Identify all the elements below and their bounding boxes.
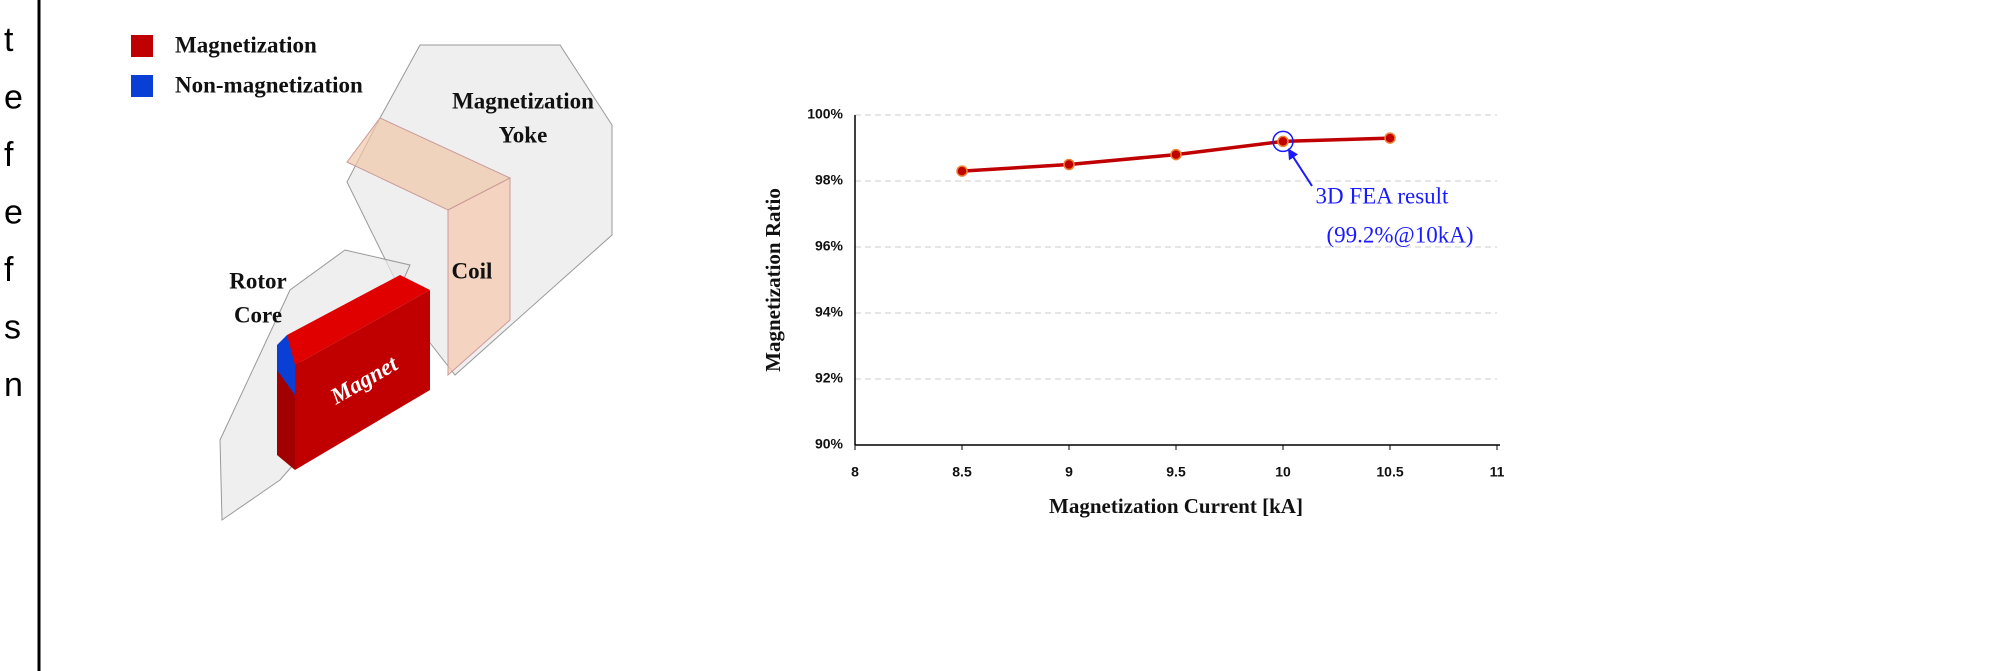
y-tick-label: 98% xyxy=(815,172,844,188)
x-tick-label: 8.5 xyxy=(952,464,972,480)
x-tick-label: 10 xyxy=(1275,464,1291,480)
yoke-label: Yoke xyxy=(499,122,548,147)
side-text: t xyxy=(4,21,14,59)
rotor-label: Core xyxy=(234,302,282,327)
data-point xyxy=(1385,133,1395,143)
x-tick-label: 10.5 xyxy=(1376,464,1403,480)
y-tick-label: 94% xyxy=(815,304,844,320)
y-tick-label: 92% xyxy=(815,370,844,386)
data-point xyxy=(1278,136,1288,146)
x-axis-label: Magnetization Current [kA] xyxy=(1049,494,1303,518)
side-text: f xyxy=(4,136,14,174)
x-tick-label: 9 xyxy=(1065,464,1073,480)
data-point xyxy=(1171,150,1181,160)
legend-label: Magnetization xyxy=(175,32,317,57)
annotation: 3D FEA result xyxy=(1316,183,1450,208)
legend-label: Non-magnetization xyxy=(175,72,363,97)
side-text: f xyxy=(4,251,14,289)
chart: 90% 92% 94% 96% 98% 100% 8 8.5 9 9.5 10 10.5 11 Magne… xyxy=(761,106,1505,518)
coil-label: Coil xyxy=(452,258,493,283)
side-text: e xyxy=(4,193,23,231)
side-text: n xyxy=(4,366,23,404)
side-text: e xyxy=(4,78,23,116)
y-tick-label: 100% xyxy=(807,106,843,122)
data-point xyxy=(957,166,967,176)
y-tick-label: 90% xyxy=(815,436,844,452)
x-tick-label: 8 xyxy=(851,464,859,480)
x-tick-label: 9.5 xyxy=(1166,464,1186,480)
side-text: s xyxy=(4,308,21,346)
legend-swatch xyxy=(131,35,153,57)
slide: 90% 92% 94% 96% 98% 100% 8 8.5 9 9.5 10 10.5 11 Magne… xyxy=(0,0,1992,671)
legend-swatch xyxy=(131,75,153,97)
arrow-head xyxy=(1288,148,1298,160)
yoke-label: Magnetization xyxy=(452,88,594,113)
x-tick-label: 11 xyxy=(1490,464,1505,480)
annotation: (99.2%@10kA) xyxy=(1326,222,1473,247)
rotor-label: Rotor xyxy=(229,268,286,293)
y-axis-label: Magnetization Ratio xyxy=(761,188,785,372)
data-point xyxy=(1064,160,1074,170)
y-tick-label: 96% xyxy=(815,238,844,254)
